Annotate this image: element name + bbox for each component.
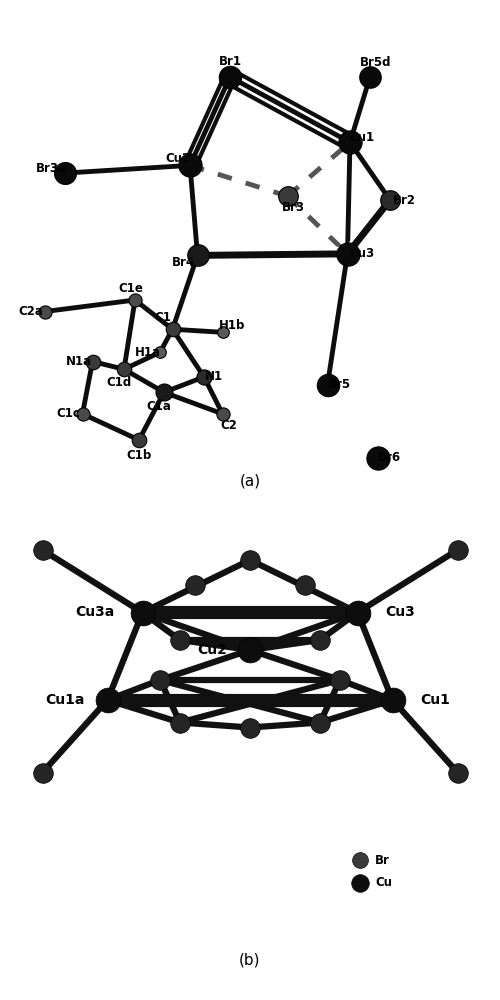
Point [324,377,332,393]
Point [135,432,143,448]
Point [176,632,184,648]
Text: Cu3: Cu3 [385,605,415,619]
Point [366,69,374,85]
Point [454,764,462,780]
Point [246,642,254,658]
Point [104,692,112,708]
Point [374,450,382,466]
Point [344,246,351,262]
Text: C2: C2 [220,419,237,432]
Point [354,604,362,620]
Point [316,714,324,730]
Text: Cu1a: Cu1a [46,693,84,707]
Point [38,764,46,780]
Point [218,324,226,340]
Text: Cu1: Cu1 [350,131,374,144]
Point [131,292,139,308]
Text: Br2: Br2 [392,194,415,207]
Text: Cu3a: Cu3a [76,605,114,619]
Point [336,672,344,688]
Point [138,604,146,620]
Text: Cu1: Cu1 [420,693,450,707]
Text: Br3a: Br3a [36,162,66,175]
Point [301,577,309,593]
Text: Cu2: Cu2 [166,152,190,165]
Point [38,542,46,558]
Text: H1b: H1b [220,319,246,332]
Text: Br1: Br1 [218,55,242,68]
Point [156,672,164,688]
Text: (a): (a) [240,473,260,488]
Text: C1d: C1d [106,376,132,389]
Text: H1a: H1a [135,346,161,359]
Text: Br4: Br4 [172,256,195,269]
Point [41,304,49,320]
Text: Br5: Br5 [328,378,351,391]
Point [218,406,226,422]
Point [156,344,164,360]
Text: Br5d: Br5d [360,56,392,69]
Text: Br3: Br3 [282,201,305,214]
Text: Br6: Br6 [378,451,401,464]
Text: C1c: C1c [56,407,80,420]
Point [246,552,254,568]
Text: C1a: C1a [146,400,172,413]
Text: Cu: Cu [375,876,392,889]
Point [316,632,324,648]
Point [356,852,364,868]
Point [346,134,354,150]
Text: Cu2: Cu2 [198,643,228,657]
Point [386,192,394,208]
Text: Br: Br [375,854,390,866]
Point [176,714,184,730]
Point [226,69,234,85]
Text: C2a: C2a [18,305,44,318]
Point [78,406,86,422]
Point [246,720,254,736]
Point [168,321,176,337]
Point [200,369,208,385]
Point [120,361,128,377]
Text: N1a: N1a [66,355,92,368]
Point [284,188,292,204]
Text: (b): (b) [240,952,261,968]
Text: C1: C1 [154,311,171,324]
Text: C1b: C1b [126,449,152,462]
Point [186,157,194,173]
Point [191,577,199,593]
Point [160,384,168,400]
Text: N1: N1 [205,370,223,383]
Point [454,542,462,558]
Point [356,874,364,890]
Text: C1e: C1e [118,282,144,295]
Point [388,692,396,708]
Point [61,165,69,181]
Text: Cu3: Cu3 [349,247,374,260]
Point [194,247,202,263]
Point [88,354,96,370]
